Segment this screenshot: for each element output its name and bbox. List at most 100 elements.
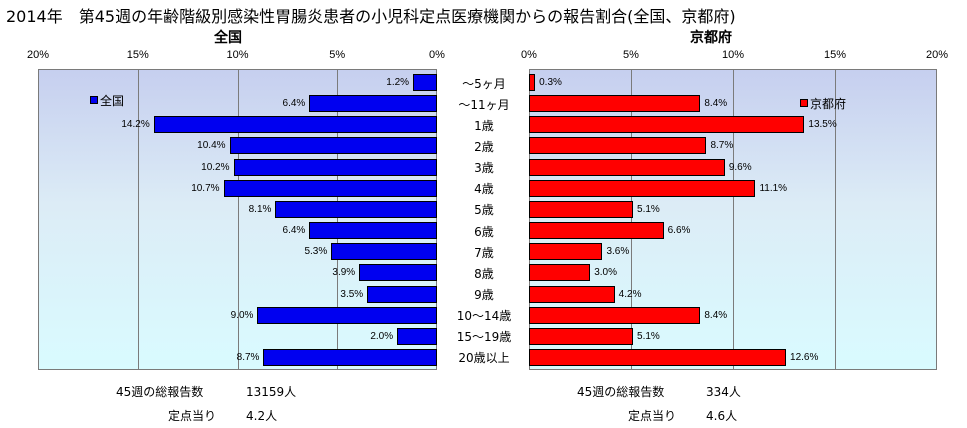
national-per-label: 定点当り xyxy=(168,409,217,423)
kyoto-data-label: 8.4% xyxy=(704,309,728,321)
national-bar xyxy=(413,74,437,91)
national-bar xyxy=(331,243,437,261)
kyoto-data-label: 0.3% xyxy=(539,77,562,88)
national-data-label: 14.2% xyxy=(121,119,150,131)
kyoto-gridline xyxy=(835,70,836,369)
kyoto-bar xyxy=(529,179,756,197)
kyoto-data-label: 11.1% xyxy=(759,182,788,194)
national-bar xyxy=(257,306,437,324)
national-data-label: 9.0% xyxy=(230,309,254,321)
kyoto-data-label: 8.4% xyxy=(704,98,728,110)
kyoto-total-label: 45週の総報告数 xyxy=(577,385,665,399)
national-data-label: 8.7% xyxy=(236,351,260,363)
national-x-tick-label: 20% xyxy=(26,49,50,61)
national-data-label: 2.0% xyxy=(370,330,394,342)
kyoto-legend-swatch xyxy=(800,99,808,107)
national-bar xyxy=(263,348,437,366)
national-data-label: 3.9% xyxy=(332,267,356,279)
kyoto-per-value: 4.6人 xyxy=(706,409,738,423)
national-data-label: 5.3% xyxy=(304,246,328,258)
kyoto-x-tick-label: 15% xyxy=(823,49,847,61)
kyoto-bar xyxy=(529,95,701,113)
age-category-label: 15～19歳 xyxy=(456,330,512,345)
kyoto-data-label: 5.1% xyxy=(637,203,660,215)
national-bar xyxy=(397,327,437,345)
kyoto-bar xyxy=(529,306,701,324)
kyoto-per-label: 定点当り xyxy=(628,409,677,423)
kyoto-data-label: 4.2% xyxy=(618,288,642,300)
kyoto-plot-area xyxy=(529,69,937,370)
kyoto-bar xyxy=(529,327,634,345)
kyoto-x-tick-label: 10% xyxy=(721,49,745,61)
kyoto-bar xyxy=(529,222,664,240)
age-category-label: 1歳 xyxy=(474,118,494,133)
national-gridline xyxy=(137,70,139,369)
age-category-label: 6歳 xyxy=(474,224,494,239)
national-x-tick-label: 0% xyxy=(429,49,445,61)
kyoto-x-tick-label: 5% xyxy=(623,49,639,61)
kyoto-data-label: 8.7% xyxy=(710,140,734,152)
national-bar xyxy=(309,222,437,240)
national-legend-swatch xyxy=(90,96,98,104)
national-data-label: 10.7% xyxy=(191,182,220,194)
age-category-label: 4歳 xyxy=(474,182,494,197)
national-data-label: 6.4% xyxy=(282,98,306,110)
kyoto-data-label: 3.6% xyxy=(606,246,630,258)
kyoto-legend: 京都府 xyxy=(800,95,846,112)
age-category-label: ～11ヶ月 xyxy=(458,97,510,112)
national-data-label: 3.5% xyxy=(340,288,364,300)
national-bar xyxy=(275,200,437,218)
kyoto-data-label: 5.1% xyxy=(637,330,660,342)
age-category-label: 2歳 xyxy=(474,139,494,154)
national-gridline xyxy=(237,70,239,369)
national-legend-label: 全国 xyxy=(100,94,125,108)
kyoto-bar xyxy=(529,74,536,91)
national-total-value: 13159人 xyxy=(246,385,297,399)
national-legend: 全国 xyxy=(90,92,124,109)
kyoto-data-label: 12.6% xyxy=(790,351,819,363)
age-category-label: 10～14歳 xyxy=(456,309,512,324)
kyoto-panel-title: 京都府 xyxy=(690,30,732,46)
kyoto-bar xyxy=(529,285,615,303)
national-bar xyxy=(309,95,437,113)
national-data-label: 6.4% xyxy=(282,225,306,237)
national-data-label: 10.4% xyxy=(197,140,226,152)
national-data-label: 8.1% xyxy=(248,203,272,215)
age-category-label: 8歳 xyxy=(474,266,494,281)
national-data-label: 10.2% xyxy=(201,161,230,173)
kyoto-gridline xyxy=(733,70,734,369)
national-panel-title: 全国 xyxy=(214,30,242,46)
kyoto-bar xyxy=(529,116,805,134)
kyoto-legend-label: 京都府 xyxy=(810,97,847,111)
age-category-label: 9歳 xyxy=(474,288,494,302)
kyoto-total-value: 334人 xyxy=(706,385,741,399)
national-bar xyxy=(367,285,437,303)
kyoto-bar xyxy=(529,348,787,366)
national-gridline xyxy=(337,70,339,369)
age-category-label: ～5ヶ月 xyxy=(462,76,506,91)
national-bar xyxy=(153,116,437,134)
national-per-value: 4.2人 xyxy=(246,409,278,423)
national-x-tick-label: 15% xyxy=(126,49,149,61)
kyoto-bar xyxy=(529,158,725,176)
national-total-label: 45週の総報告数 xyxy=(116,385,204,399)
national-x-tick-label: 5% xyxy=(329,49,346,61)
national-data-label: 1.2% xyxy=(386,77,410,88)
kyoto-bar xyxy=(529,137,707,155)
age-category-label: 5歳 xyxy=(474,203,494,218)
kyoto-data-label: 9.6% xyxy=(728,161,752,173)
national-bar xyxy=(229,137,437,155)
kyoto-x-tick-label: 0% xyxy=(521,49,537,61)
national-plot-area xyxy=(38,69,437,370)
age-category-label: 20歳以上 xyxy=(458,351,510,366)
chart-title: 2014年 第45週の年齢階級別感染性胃腸炎患者の小児科定点医療機関からの報告割… xyxy=(6,7,736,26)
kyoto-data-label: 6.6% xyxy=(667,225,691,237)
national-bar xyxy=(233,158,437,176)
kyoto-gridline xyxy=(631,70,632,369)
national-x-tick-label: 10% xyxy=(226,49,249,61)
national-bar xyxy=(223,179,437,197)
kyoto-bar xyxy=(529,264,591,282)
kyoto-data-label: 3.0% xyxy=(594,267,617,279)
kyoto-bar xyxy=(529,243,603,261)
